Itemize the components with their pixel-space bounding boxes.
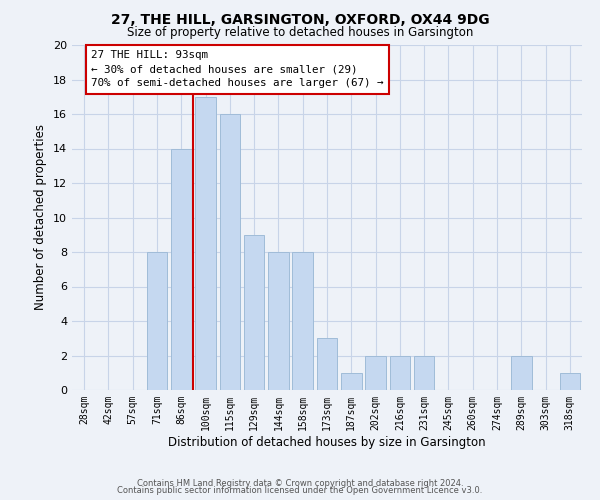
Y-axis label: Number of detached properties: Number of detached properties bbox=[34, 124, 47, 310]
Bar bbox=[511, 356, 532, 390]
Bar bbox=[195, 97, 216, 390]
Bar bbox=[244, 235, 265, 390]
Bar bbox=[292, 252, 313, 390]
Bar bbox=[341, 373, 362, 390]
Bar bbox=[414, 356, 434, 390]
Bar bbox=[317, 338, 337, 390]
Bar bbox=[389, 356, 410, 390]
Text: Contains public sector information licensed under the Open Government Licence v3: Contains public sector information licen… bbox=[118, 486, 482, 495]
Bar bbox=[365, 356, 386, 390]
X-axis label: Distribution of detached houses by size in Garsington: Distribution of detached houses by size … bbox=[168, 436, 486, 448]
Bar bbox=[146, 252, 167, 390]
Text: 27 THE HILL: 93sqm
← 30% of detached houses are smaller (29)
70% of semi-detache: 27 THE HILL: 93sqm ← 30% of detached hou… bbox=[91, 50, 384, 88]
Bar bbox=[560, 373, 580, 390]
Bar bbox=[171, 148, 191, 390]
Bar bbox=[220, 114, 240, 390]
Text: Size of property relative to detached houses in Garsington: Size of property relative to detached ho… bbox=[127, 26, 473, 39]
Bar bbox=[268, 252, 289, 390]
Text: 27, THE HILL, GARSINGTON, OXFORD, OX44 9DG: 27, THE HILL, GARSINGTON, OXFORD, OX44 9… bbox=[110, 12, 490, 26]
Text: Contains HM Land Registry data © Crown copyright and database right 2024.: Contains HM Land Registry data © Crown c… bbox=[137, 478, 463, 488]
